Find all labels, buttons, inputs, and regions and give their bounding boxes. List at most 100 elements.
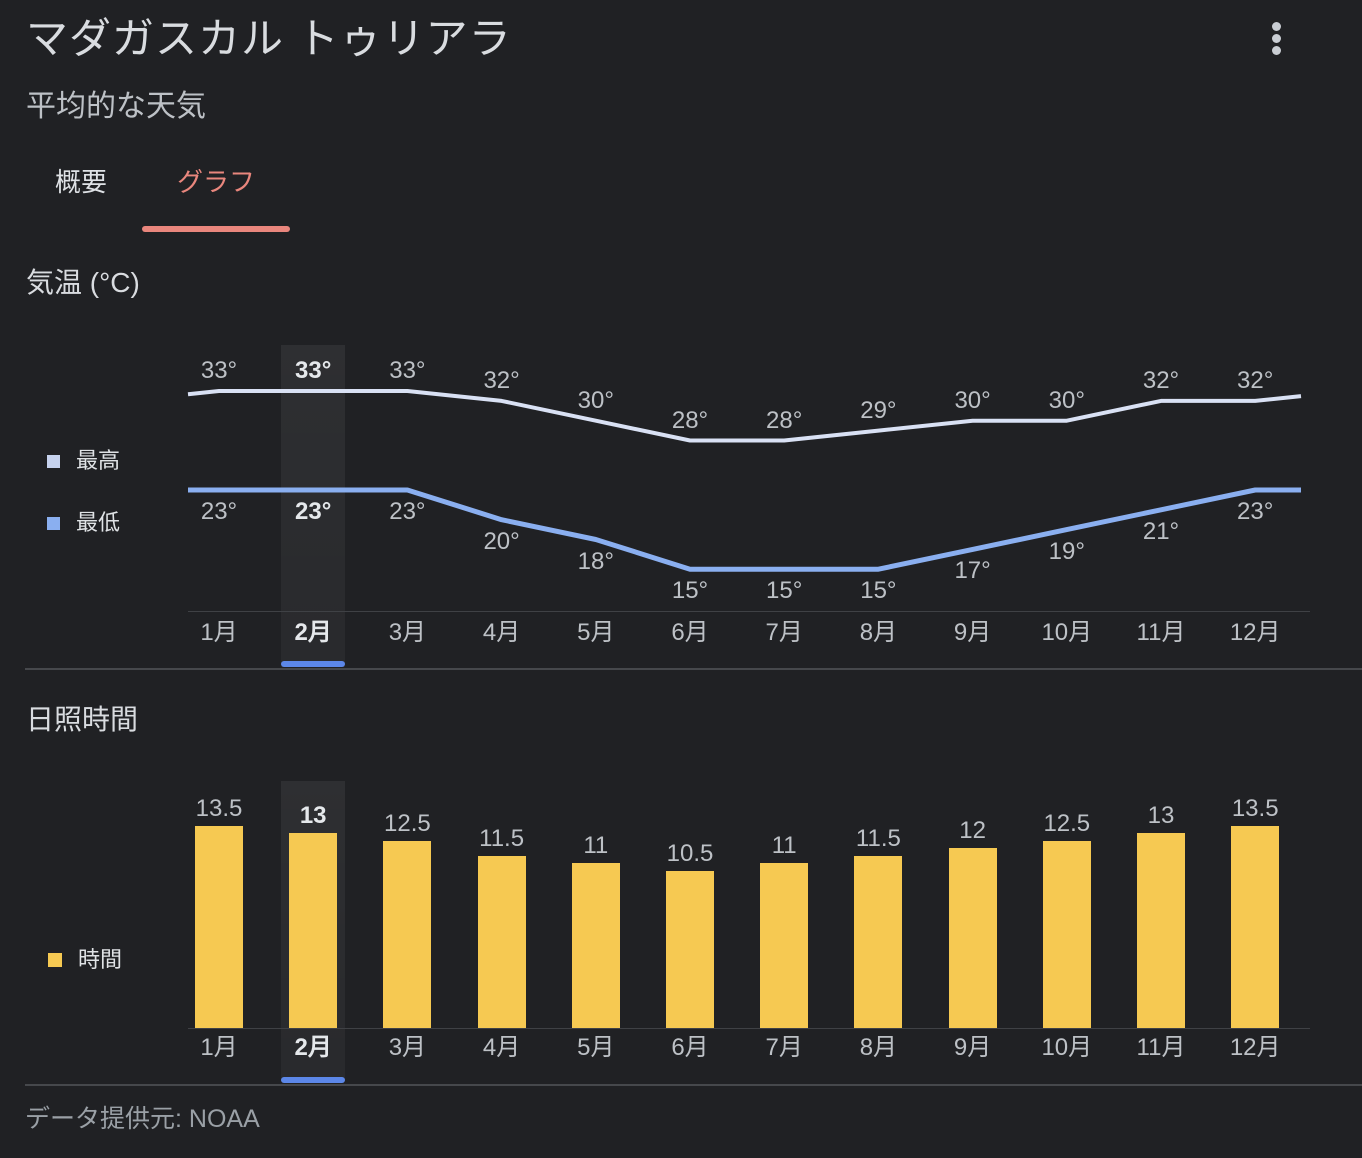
max-temp-label: 33° bbox=[200, 357, 238, 384]
max-temp-line bbox=[187, 389, 1302, 443]
sunshine-value-label: 11 bbox=[583, 832, 609, 859]
max-temp-label: 28° bbox=[671, 406, 709, 434]
max-temp-label: 30° bbox=[1048, 386, 1085, 414]
month-label[interactable]: 12月 bbox=[1229, 1034, 1281, 1061]
sunshine-value-label: 11.5 bbox=[855, 824, 901, 852]
month-label[interactable]: 6月 bbox=[671, 1034, 709, 1061]
sunshine-value-label: 12.5 bbox=[1043, 809, 1091, 837]
month-label[interactable]: 11月 bbox=[1136, 1034, 1186, 1061]
sunshine-value-label: 10.5 bbox=[666, 839, 714, 867]
tab-overview[interactable]: 概要 bbox=[55, 167, 108, 197]
sunshine-value-label: 11 bbox=[771, 832, 797, 859]
section-divider bbox=[25, 668, 1362, 670]
month-label[interactable]: 9月 bbox=[953, 1034, 992, 1061]
selected-month-underline bbox=[281, 661, 346, 667]
legend-max-label: 最高 bbox=[76, 448, 121, 473]
max-temp-label: 30° bbox=[954, 386, 991, 414]
page-subtitle: 平均的な天気 bbox=[26, 90, 206, 123]
page-title: マダガスカル トゥリアラ bbox=[26, 15, 512, 62]
max-series-swatch bbox=[47, 454, 60, 468]
max-temp-label: 30° bbox=[577, 386, 614, 414]
sunshine-bar[interactable] bbox=[1042, 840, 1091, 1028]
month-label[interactable]: 2月 bbox=[294, 1034, 332, 1061]
month-label[interactable]: 1月 bbox=[200, 619, 238, 646]
sunshine-value-label: 13 bbox=[299, 802, 327, 829]
max-temp-label: 29° bbox=[860, 396, 897, 424]
sunshine-bar[interactable] bbox=[666, 870, 714, 1028]
active-tab-indicator bbox=[142, 226, 290, 232]
max-temp-label: 32° bbox=[1237, 366, 1274, 394]
sunshine-bar[interactable] bbox=[1231, 825, 1280, 1028]
month-label[interactable]: 2月 bbox=[294, 619, 332, 646]
month-label[interactable]: 8月 bbox=[859, 619, 898, 646]
min-temp-label: 23° bbox=[1237, 498, 1274, 525]
min-temp-label: 23° bbox=[295, 498, 332, 525]
month-label[interactable]: 3月 bbox=[388, 1034, 427, 1061]
min-temp-label: 19° bbox=[1048, 537, 1085, 565]
min-temp-line bbox=[188, 487, 1301, 572]
temperature-heading: 気温 (°C) bbox=[26, 267, 140, 298]
kebab-menu-icon[interactable] bbox=[1262, 18, 1290, 58]
month-label[interactable]: 5月 bbox=[577, 1034, 615, 1061]
sunshine-bar[interactable] bbox=[195, 825, 243, 1028]
month-label[interactable]: 1月 bbox=[200, 1034, 238, 1061]
sunshine-bar[interactable] bbox=[571, 863, 620, 1028]
min-series-swatch bbox=[47, 516, 60, 530]
legend-hours: 時間 bbox=[48, 947, 122, 973]
x-axis-line bbox=[188, 611, 1310, 612]
max-temp-label: 28° bbox=[766, 406, 803, 434]
sunshine-bar[interactable] bbox=[289, 833, 338, 1028]
min-temp-label: 23° bbox=[389, 498, 426, 525]
sunshine-bar[interactable] bbox=[948, 848, 997, 1028]
sunshine-value-label: 13 bbox=[1147, 802, 1175, 829]
month-label[interactable]: 6月 bbox=[671, 619, 709, 646]
month-label[interactable]: 5月 bbox=[577, 619, 615, 646]
min-temp-label: 15° bbox=[766, 577, 803, 605]
kebab-dot bbox=[1271, 21, 1281, 31]
sunshine-bar[interactable] bbox=[760, 863, 809, 1028]
hours-series-swatch bbox=[48, 953, 62, 967]
kebab-dot bbox=[1271, 33, 1281, 43]
sunshine-bar[interactable] bbox=[477, 855, 526, 1028]
month-label[interactable]: 10月 bbox=[1041, 619, 1093, 646]
kebab-dot bbox=[1271, 45, 1281, 55]
sunshine-value-label: 11.5 bbox=[479, 824, 525, 852]
month-label[interactable]: 11月 bbox=[1136, 619, 1186, 646]
data-source: データ提供元: NOAA bbox=[25, 1105, 260, 1133]
month-label[interactable]: 12月 bbox=[1229, 619, 1281, 646]
sunshine-bar[interactable] bbox=[1137, 833, 1185, 1028]
sunshine-value-label: 12.5 bbox=[384, 809, 431, 837]
sunshine-value-label: 12 bbox=[959, 817, 986, 844]
month-label[interactable]: 10月 bbox=[1041, 1034, 1093, 1061]
max-temp-label: 32° bbox=[483, 366, 520, 394]
min-temp-label: 21° bbox=[1142, 517, 1180, 545]
min-temp-label: 15° bbox=[671, 577, 709, 605]
legend-max: 最高 bbox=[47, 448, 120, 474]
month-label[interactable]: 9月 bbox=[953, 619, 992, 646]
month-label[interactable]: 3月 bbox=[388, 619, 427, 646]
legend-min: 最低 bbox=[47, 510, 120, 536]
month-label[interactable]: 4月 bbox=[482, 1034, 521, 1061]
month-label[interactable]: 7月 bbox=[765, 1034, 803, 1061]
legend-min-label: 最低 bbox=[76, 510, 121, 535]
month-label[interactable]: 8月 bbox=[859, 1034, 898, 1061]
sunshine-heading: 日照時間 bbox=[26, 704, 139, 735]
min-temp-label: 15° bbox=[860, 577, 897, 605]
min-temp-label: 23° bbox=[200, 498, 238, 525]
max-temp-label: 33° bbox=[295, 357, 332, 384]
sunshine-bar[interactable] bbox=[854, 855, 903, 1028]
highlighted-month-strip bbox=[281, 345, 346, 667]
temperature-lines bbox=[187, 389, 1302, 572]
temperature-chart: 33° 33° 33° 32° 30° 28° 28° 29° 30° 30° 32° 32° 23° 2… bbox=[0, 330, 1362, 670]
footer-divider bbox=[25, 1084, 1362, 1086]
tab-graph[interactable]: グラフ bbox=[177, 167, 256, 197]
sunshine-value-label: 13.5 bbox=[195, 794, 243, 822]
sunshine-chart: 13.5 13 12.5 11.5 11 10.5 11 11.5 12 12.5 13 13.5 1月… bbox=[0, 770, 1362, 1090]
min-temp-label: 17° bbox=[954, 557, 991, 585]
month-label[interactable]: 7月 bbox=[765, 619, 803, 646]
selected-month-underline bbox=[281, 1077, 346, 1083]
month-label[interactable]: 4月 bbox=[482, 619, 521, 646]
sunshine-bar[interactable] bbox=[383, 840, 432, 1028]
max-temp-label: 33° bbox=[389, 357, 426, 384]
